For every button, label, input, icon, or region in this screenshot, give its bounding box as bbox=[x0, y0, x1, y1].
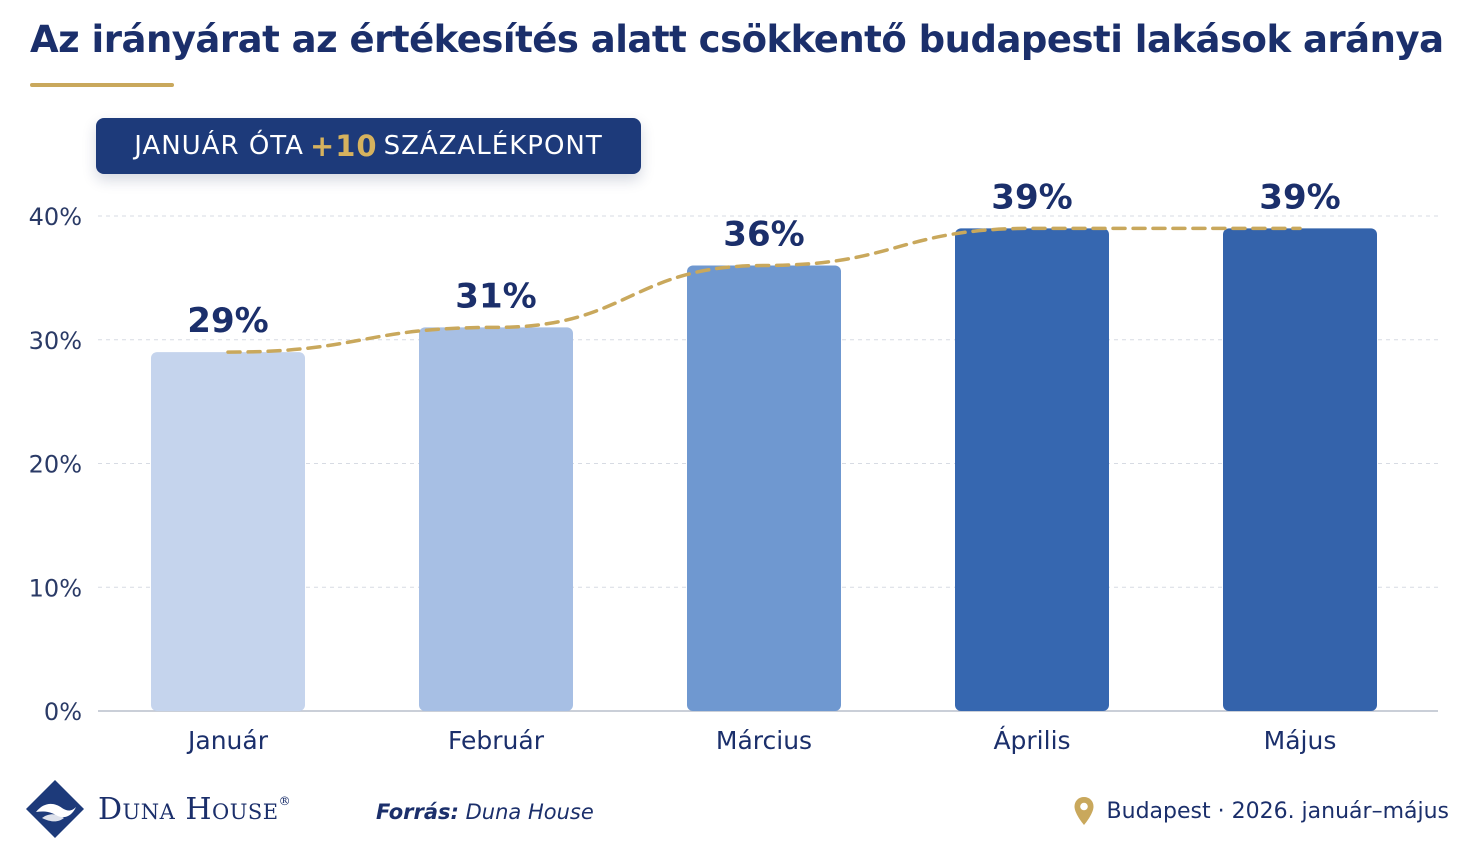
source-label: Forrás: bbox=[376, 800, 459, 824]
bar bbox=[687, 265, 841, 711]
chart-title: Az irányárat az értékesítés alatt csökke… bbox=[30, 18, 1444, 61]
duna-house-logo: Duna House® bbox=[24, 778, 291, 840]
bar-value-label: 39% bbox=[1259, 177, 1340, 217]
bar bbox=[955, 228, 1109, 711]
bar bbox=[151, 352, 305, 711]
x-tick-label: Május bbox=[1264, 726, 1337, 755]
location-note: Budapest · 2026. január–május bbox=[1073, 796, 1449, 826]
badge-suffix: SZÁZALÉKPONT bbox=[383, 131, 603, 161]
x-tick-label: Február bbox=[448, 726, 545, 755]
bar bbox=[1223, 228, 1377, 711]
x-tick-label: Március bbox=[716, 726, 812, 755]
logo-wordmark: Duna House® bbox=[98, 792, 291, 827]
source-value: Duna House bbox=[465, 800, 594, 824]
trend-line bbox=[226, 226, 1302, 354]
y-tick-label: 40% bbox=[29, 203, 82, 231]
diamond-wave-logo-icon bbox=[26, 780, 84, 838]
bar-value-label: 31% bbox=[455, 276, 536, 316]
bar-value-label: 36% bbox=[723, 215, 804, 255]
map-pin-icon bbox=[1074, 797, 1094, 825]
location-text: Budapest · 2026. január–május bbox=[1106, 798, 1449, 824]
y-tick-label: 20% bbox=[29, 451, 82, 479]
badge-prefix: JANUÁR ÓTA bbox=[134, 131, 304, 161]
bar bbox=[419, 327, 573, 711]
x-tick-label: Január bbox=[186, 726, 269, 755]
y-tick-label: 30% bbox=[29, 327, 82, 355]
x-tick-label: Április bbox=[993, 726, 1070, 755]
y-tick-label: 0% bbox=[44, 698, 82, 726]
change-badge: JANUÁR ÓTA +10 SZÁZALÉKPONT bbox=[96, 118, 641, 174]
badge-accent-value: +10 bbox=[309, 129, 378, 163]
registered-mark: ® bbox=[278, 793, 292, 808]
y-tick-label: 10% bbox=[29, 574, 82, 602]
bar-value-label: 29% bbox=[187, 301, 268, 341]
bar-value-label: 39% bbox=[991, 177, 1072, 217]
source-note: Forrás: Duna House bbox=[376, 800, 594, 824]
title-underline bbox=[30, 83, 174, 87]
logo-wordmark-text: Duna House bbox=[98, 791, 279, 827]
